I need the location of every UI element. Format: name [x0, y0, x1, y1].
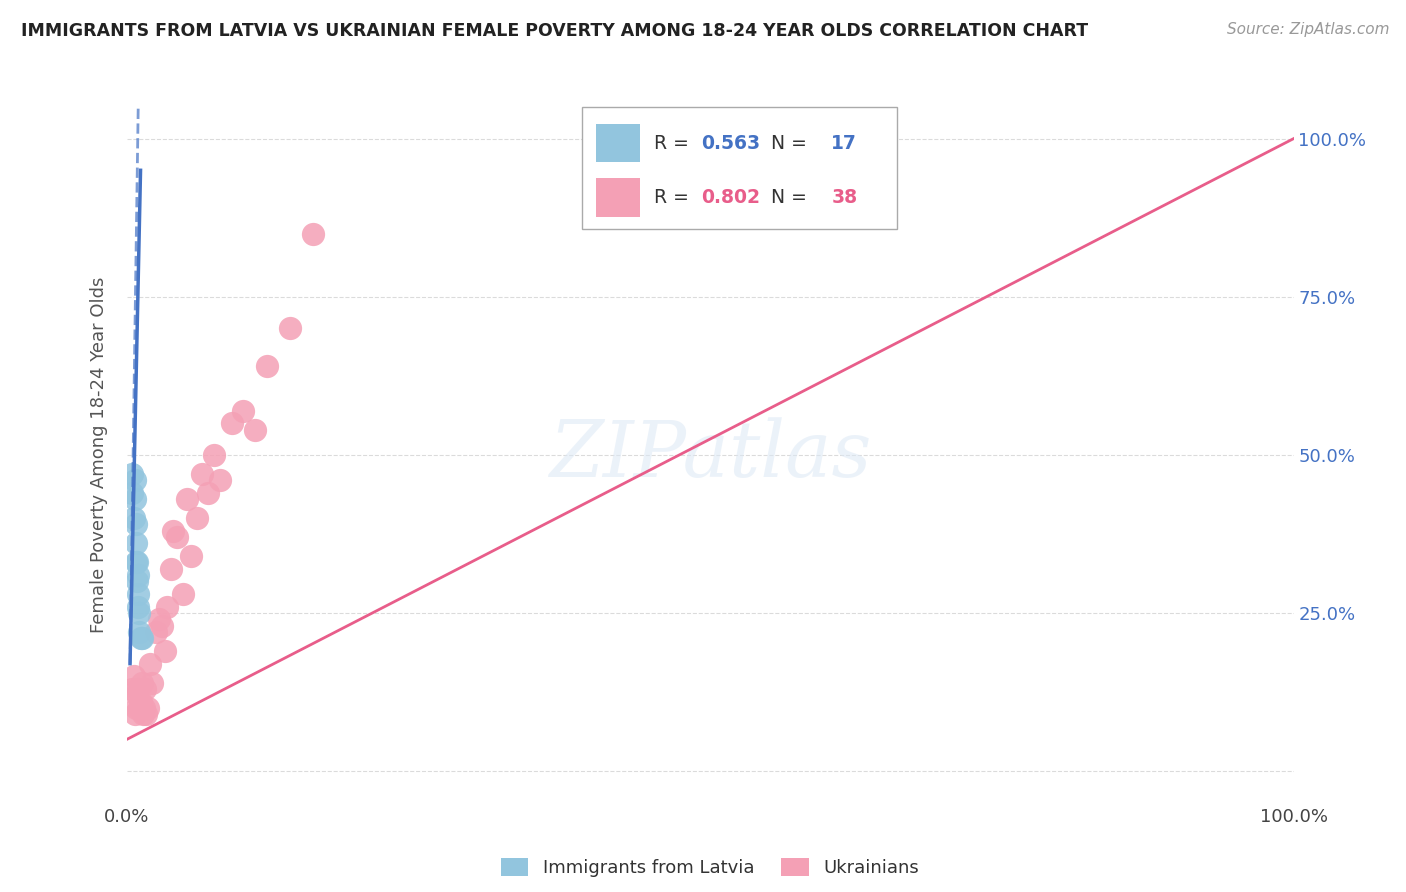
Text: N =: N =: [759, 134, 813, 153]
Point: [166, 530, 188, 544]
Point: [132, 701, 155, 715]
Point: [162, 524, 184, 538]
Point: [134, 681, 156, 696]
Point: [150, 618, 173, 632]
Point: [128, 625, 150, 640]
Point: [121, 486, 143, 500]
Point: [197, 486, 219, 500]
Point: [186, 511, 208, 525]
Point: [131, 675, 153, 690]
Point: [160, 562, 183, 576]
Point: [127, 568, 149, 582]
Text: 38: 38: [831, 188, 858, 207]
Point: [148, 612, 170, 626]
Point: [125, 556, 148, 570]
Point: [128, 701, 150, 715]
Point: [121, 467, 143, 481]
Point: [172, 587, 194, 601]
Point: [124, 492, 146, 507]
Point: [125, 556, 148, 570]
Point: [202, 448, 225, 462]
Text: 0.802: 0.802: [700, 188, 759, 207]
Point: [135, 707, 157, 722]
Y-axis label: Female Poverty Among 18-24 Year Olds: Female Poverty Among 18-24 Year Olds: [90, 277, 108, 633]
Point: [221, 417, 243, 431]
Text: ZIPatlas: ZIPatlas: [548, 417, 872, 493]
Point: [124, 473, 146, 487]
Point: [139, 657, 162, 671]
Point: [121, 681, 143, 696]
Point: [145, 625, 167, 640]
Point: [122, 511, 145, 525]
Point: [125, 688, 148, 702]
Point: [129, 695, 152, 709]
Point: [256, 359, 278, 374]
Text: N =: N =: [759, 188, 813, 207]
Point: [136, 701, 159, 715]
Bar: [596, 124, 640, 162]
Point: [208, 473, 231, 487]
Point: [302, 227, 325, 241]
Point: [156, 599, 179, 614]
Point: [127, 587, 149, 601]
Point: [122, 669, 145, 683]
Point: [125, 574, 148, 589]
Point: [176, 492, 198, 507]
Point: [128, 606, 150, 620]
Point: [278, 321, 301, 335]
Point: [125, 701, 148, 715]
Legend: Immigrants from Latvia, Ukrainians: Immigrants from Latvia, Ukrainians: [494, 850, 927, 884]
Text: 17: 17: [831, 134, 858, 153]
Point: [141, 675, 163, 690]
Point: [180, 549, 202, 563]
Text: R =: R =: [654, 188, 695, 207]
Point: [129, 632, 152, 646]
Point: [131, 632, 153, 646]
Text: IMMIGRANTS FROM LATVIA VS UKRAINIAN FEMALE POVERTY AMONG 18-24 YEAR OLDS CORRELA: IMMIGRANTS FROM LATVIA VS UKRAINIAN FEMA…: [21, 22, 1088, 40]
Point: [124, 707, 146, 722]
Text: R =: R =: [654, 134, 695, 153]
Text: 0.563: 0.563: [700, 134, 759, 153]
Point: [132, 707, 155, 722]
Point: [125, 536, 148, 550]
Point: [153, 644, 176, 658]
Point: [191, 467, 214, 481]
Point: [127, 599, 149, 614]
Point: [232, 403, 254, 417]
Point: [243, 423, 266, 437]
Text: Source: ZipAtlas.com: Source: ZipAtlas.com: [1226, 22, 1389, 37]
FancyBboxPatch shape: [582, 107, 897, 229]
Bar: [596, 178, 640, 217]
Point: [125, 517, 148, 532]
Point: [127, 681, 149, 696]
